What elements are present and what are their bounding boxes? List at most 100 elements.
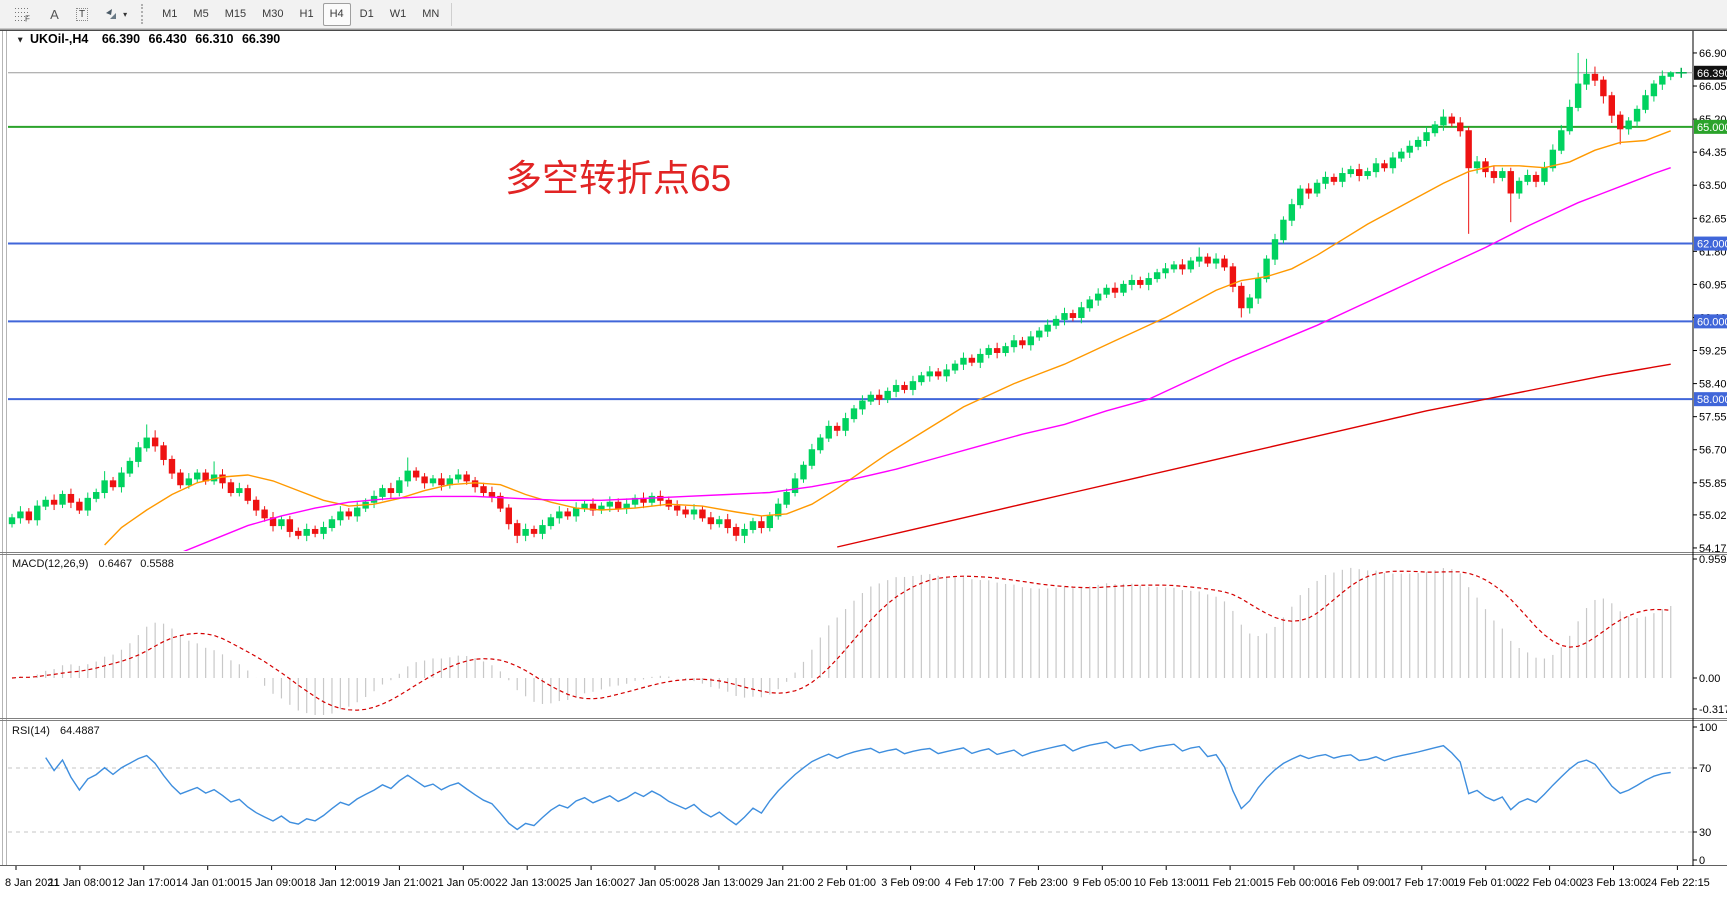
time-axis-label: 14 Jan 01:00 (176, 877, 240, 889)
arrows-tool-icon (106, 9, 117, 19)
timeframe-button-d1[interactable]: D1 (353, 3, 381, 26)
toolbar-separator (451, 2, 453, 26)
time-axis-label: 17 Feb 17:00 (1389, 877, 1454, 889)
macd-signal-value: 0.5588 (140, 558, 174, 570)
main-price-panel[interactable] (8, 52, 1693, 553)
time-axis-label: 15 Jan 09:00 (240, 877, 304, 889)
price-tick-label: 62.650 (1699, 213, 1727, 225)
time-axis-label: 11 Jan 08:00 (49, 877, 112, 889)
macd-axis-label: -0.3171 (1699, 704, 1727, 716)
time-axis-label: 10 Feb 13:00 (1134, 877, 1199, 889)
time-axis-label: 29 Jan 21:00 (751, 877, 815, 889)
chevron-down-icon: ▾ (123, 9, 128, 19)
rsi-indicator-label: RSI(14) 64.4887 (12, 725, 100, 737)
timeframe-button-m1[interactable]: M1 (155, 3, 184, 26)
price-level-badge: 62.000 (1694, 236, 1727, 251)
time-axis-label: 8 Jan 2021 (5, 877, 59, 889)
ma-medium-line[interactable] (180, 167, 1671, 553)
svg-text:62.000: 62.000 (1697, 239, 1727, 251)
time-axis-label: 4 Feb 17:00 (945, 877, 1004, 889)
time-axis-label: 7 Feb 23:00 (1009, 877, 1068, 889)
rsi-axis-label: 30 (1699, 827, 1711, 839)
price-tick-label: 57.550 (1699, 412, 1727, 424)
svg-text:F: F (25, 15, 30, 23)
time-axis-label: 21 Jan 05:00 (431, 877, 495, 889)
timeframe-button-m30[interactable]: M30 (255, 3, 290, 26)
time-axis-label: 23 Feb 13:00 (1581, 877, 1646, 889)
symbol-label: UKOil-,H4 (30, 32, 88, 46)
chart-title: UKOil-,H4 66.390 66.430 66.310 66.390 (30, 32, 280, 46)
rsi-axis-label: 0 (1699, 855, 1705, 867)
price-tick-label: 58.400 (1699, 379, 1727, 391)
time-axis-label: 22 Feb 04:00 (1517, 877, 1582, 889)
time-axis-label: 12 Jan 17:00 (112, 877, 176, 889)
text-label-tool-icon: T (76, 7, 89, 21)
toolbar: F A T ▾ M1 M5 M15 M30 H1 H4 D1 W1 MN (0, 0, 1727, 29)
timeframe-button-m15[interactable]: M15 (218, 3, 253, 26)
ma-fast-line[interactable] (104, 130, 1671, 546)
svg-text:65.000: 65.000 (1697, 122, 1727, 134)
time-axis-label: 11 Feb 21:00 (1198, 877, 1262, 889)
price-tick-label: 55.850 (1699, 478, 1727, 490)
ohlc-low: 66.310 (195, 32, 233, 46)
text-tool-button[interactable]: A (42, 3, 67, 26)
timeframes-toolbar: M1 M5 M15 M30 H1 H4 D1 W1 MN (154, 2, 447, 26)
time-axis-label: 19 Jan 21:00 (368, 877, 432, 889)
svg-text:66.390: 66.390 (1697, 68, 1727, 80)
macd-axis[interactable]: 0.959 0.00 -0.3171 (1693, 554, 1727, 716)
time-axis-label: 25 Jan 16:00 (559, 877, 623, 889)
timeframe-button-m5[interactable]: M5 (186, 3, 215, 26)
time-axis-label: 19 Feb 01:00 (1453, 877, 1518, 889)
price-tick-label: 64.350 (1699, 147, 1727, 159)
macd-axis-label: 0.959 (1699, 554, 1727, 566)
current-price-badge: 66.390 (1694, 65, 1727, 80)
price-level-badge: 60.000 (1694, 314, 1727, 329)
last-price-marker (1675, 67, 1687, 78)
price-tick-label: 66.900 (1699, 48, 1727, 60)
toolbar-grip[interactable] (141, 4, 147, 24)
time-axis-label: 28 Jan 13:00 (687, 877, 751, 889)
text-tool-icon: A (50, 6, 59, 22)
timeframe-button-h4[interactable]: H4 (322, 2, 351, 26)
timeframe-button-w1[interactable]: W1 (383, 3, 414, 26)
time-axis-label: 9 Feb 05:00 (1073, 877, 1132, 889)
macd-main-value: 0.6467 (98, 558, 132, 570)
price-tick-label: 66.050 (1699, 81, 1727, 93)
price-tick-label: 60.950 (1699, 279, 1727, 291)
fibonacci-tool-button[interactable]: F (6, 3, 40, 26)
timeframe-button-h1[interactable]: H1 (293, 3, 321, 26)
price-level-lines (8, 125, 1693, 401)
rsi-line (45, 741, 1671, 831)
rsi-axis-label: 70 (1699, 763, 1711, 775)
macd-signal-line (11, 570, 1671, 711)
rsi-panel[interactable] (8, 741, 1693, 833)
macd-histogram (19, 567, 1672, 715)
price-axis[interactable]: 66.90066.05065.20064.35063.50062.65061.8… (1693, 48, 1727, 555)
price-tick-label: 63.500 (1699, 180, 1727, 192)
ohlc-open: 66.390 (102, 32, 140, 46)
ma-slow-line[interactable] (837, 363, 1671, 548)
macd-panel[interactable] (11, 567, 1672, 715)
chart-background (0, 29, 1727, 897)
timeframe-button-mn[interactable]: MN (415, 3, 446, 26)
price-tick-label: 56.700 (1699, 445, 1727, 457)
price-level-badge: 65.000 (1694, 119, 1727, 134)
price-tick-label: 59.250 (1699, 346, 1727, 358)
chart-annotation[interactable]: 多空转折点65 (505, 158, 731, 199)
rsi-axis[interactable]: 100 70 30 0 (1693, 722, 1717, 867)
text-label-tool-button[interactable]: T (69, 3, 95, 26)
ohlc-close: 66.390 (242, 32, 280, 46)
svg-text:58.000: 58.000 (1697, 394, 1727, 406)
time-axis-label: 18 Jan 12:00 (304, 877, 368, 889)
time-axis-label: 3 Feb 09:00 (881, 877, 940, 889)
line-studies-toolbar: F A T ▾ (5, 3, 135, 26)
candlestick-series (8, 52, 1674, 544)
symbol-dropdown-icon[interactable]: ▼ (16, 35, 24, 45)
time-axis-label: 22 Jan 13:00 (495, 877, 559, 889)
rsi-value: 64.4887 (60, 725, 100, 737)
price-level-badge: 58.000 (1694, 392, 1727, 407)
arrows-tool-button[interactable]: ▾ (97, 3, 134, 26)
time-axis-label: 16 Feb 09:00 (1325, 877, 1390, 889)
